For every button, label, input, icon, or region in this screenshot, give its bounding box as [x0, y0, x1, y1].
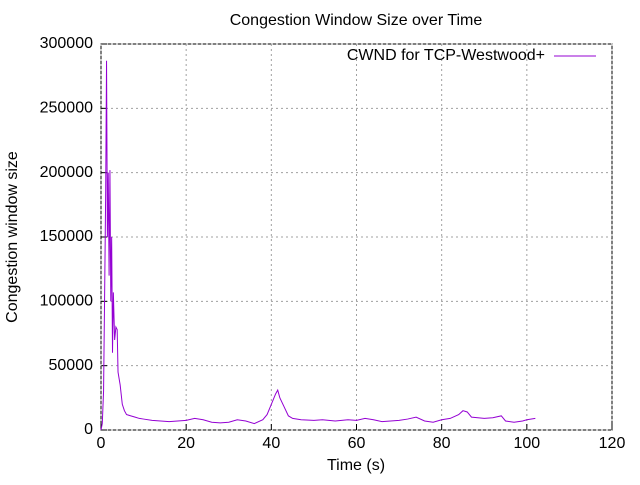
x-axis-label: Time (s)	[327, 457, 385, 474]
y-tick-label: 0	[84, 421, 93, 438]
x-tick-label: 40	[262, 435, 280, 452]
y-tick-label: 300000	[40, 35, 93, 52]
x-tick-label: 80	[433, 435, 451, 452]
x-tick-label: 20	[177, 435, 195, 452]
y-tick-label: 200000	[40, 164, 93, 181]
data-line	[100, 60, 536, 431]
x-tick-label: 120	[599, 435, 626, 452]
x-tick-label: 0	[97, 435, 106, 452]
y-tick-label: 150000	[40, 228, 93, 245]
y-tick-label: 250000	[40, 100, 93, 117]
y-tick-label: 50000	[49, 357, 94, 374]
x-tick-label: 100	[513, 435, 540, 452]
x-tick-label: 60	[348, 435, 366, 452]
chart-title: Congestion Window Size over Time	[230, 12, 483, 29]
y-axis-label: Congestion window size	[4, 151, 21, 323]
y-tick-label: 100000	[40, 293, 93, 310]
legend-label: CWND for TCP-Westwood+	[347, 47, 545, 64]
